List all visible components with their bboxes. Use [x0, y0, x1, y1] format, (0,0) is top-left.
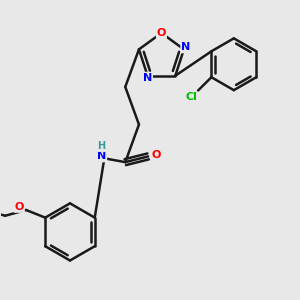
Text: H: H: [98, 141, 106, 151]
Text: N: N: [143, 73, 152, 83]
Text: N: N: [181, 42, 190, 52]
Text: N: N: [97, 152, 106, 161]
Text: O: O: [152, 149, 161, 160]
Text: Cl: Cl: [185, 92, 197, 102]
Text: O: O: [157, 28, 166, 38]
Text: O: O: [15, 202, 24, 212]
